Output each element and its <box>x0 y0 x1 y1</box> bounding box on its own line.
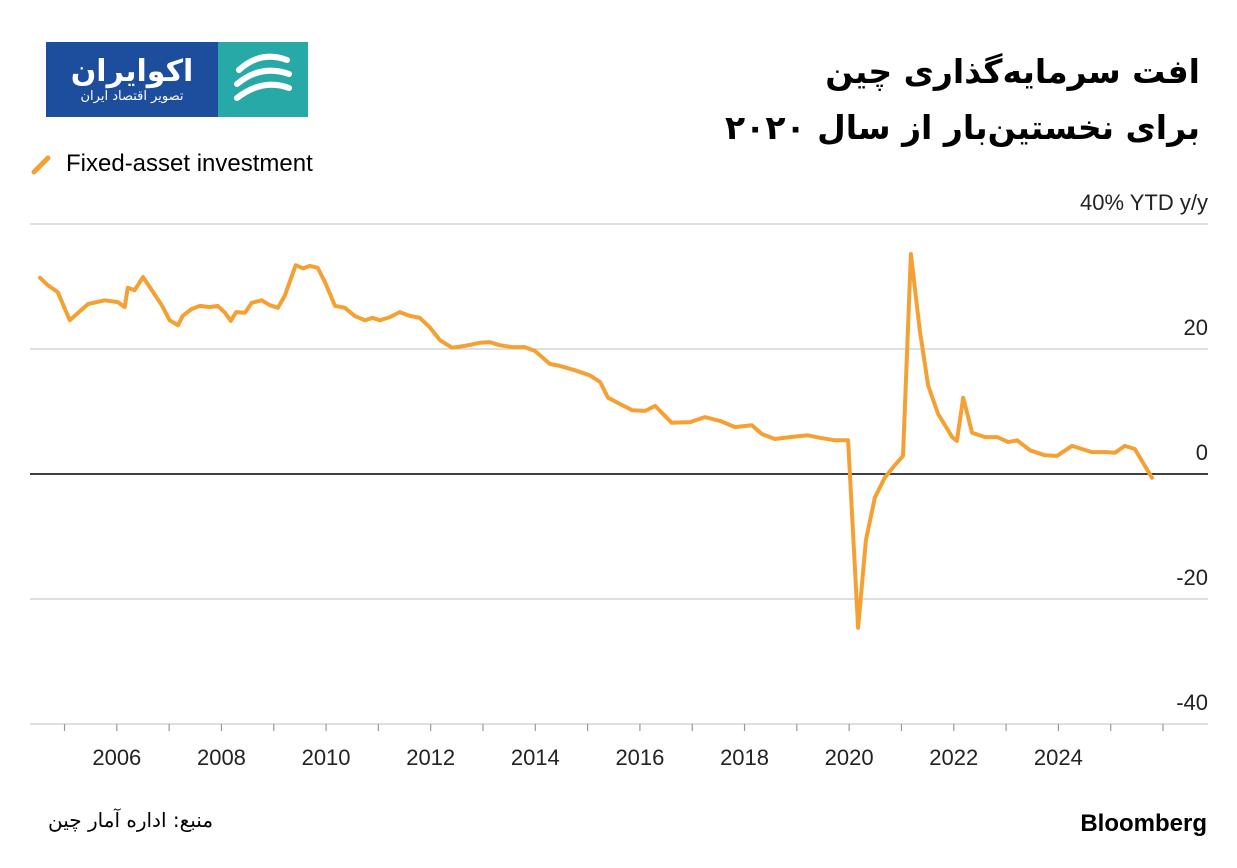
logo: اکوایران تصویر اقتصاد ایران <box>46 42 308 117</box>
x-tick-label: 2024 <box>1034 745 1083 770</box>
y-tick-label: -40 <box>1176 690 1208 715</box>
logo-mark-icon <box>218 42 308 117</box>
y-tick-label: 20 <box>1184 315 1208 340</box>
x-tick-label: 2012 <box>406 745 455 770</box>
y-tick-label: -20 <box>1176 565 1208 590</box>
x-tick-label: 2022 <box>929 745 978 770</box>
x-tick-label: 2006 <box>92 745 141 770</box>
source-note: منبع: اداره آمار چین <box>48 808 214 832</box>
x-tick-label: 2018 <box>720 745 769 770</box>
y-tick-label: 0 <box>1196 440 1208 465</box>
logo-tagline: تصویر اقتصاد ایران <box>80 89 184 104</box>
chart-title: افت سرمایه‌گذاری چین برای نخستین‌بار از … <box>725 44 1200 156</box>
series-line-fixed-asset-investment <box>37 252 1154 630</box>
legend-label: Fixed-asset investment <box>66 150 313 177</box>
x-tick-label: 2008 <box>197 745 246 770</box>
title-line-1: افت سرمایه‌گذاری چین <box>825 52 1200 91</box>
x-tick-label: 2010 <box>302 745 351 770</box>
x-tick-label: 2020 <box>825 745 874 770</box>
x-tick-label: 2014 <box>511 745 560 770</box>
legend-swatch-icon <box>31 155 51 175</box>
logo-text: اکوایران تصویر اقتصاد ایران <box>46 42 218 117</box>
title-line-2: برای نخستین‌بار از سال ۲۰۲۰ <box>725 108 1200 147</box>
logo-name: اکوایران <box>70 54 194 89</box>
brand-label: Bloomberg <box>1080 810 1207 837</box>
x-tick-label: 2016 <box>615 745 664 770</box>
y-tick-label: 40% YTD y/y <box>1080 190 1208 215</box>
legend: Fixed-asset investment <box>30 150 313 178</box>
